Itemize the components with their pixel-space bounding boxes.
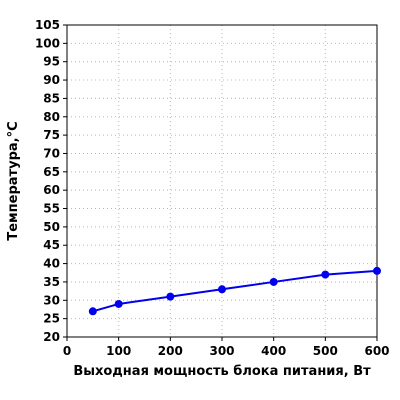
y-tick-label: 65 <box>43 165 60 179</box>
y-tick-label: 20 <box>43 330 60 344</box>
y-tick-label: 25 <box>43 312 60 326</box>
data-point <box>114 299 123 308</box>
y-axis-title: Температура,°C <box>6 121 21 240</box>
y-tick-label: 100 <box>35 36 60 50</box>
y-tick-label: 105 <box>35 18 60 32</box>
y-tick-label: 40 <box>43 257 60 271</box>
y-tick-label: 80 <box>43 110 60 124</box>
y-tick-label: 95 <box>43 55 60 69</box>
y-tick-label: 50 <box>43 220 60 234</box>
x-tick-label: 500 <box>313 344 338 358</box>
y-tick-label: 75 <box>43 128 60 142</box>
y-tick-label: 30 <box>43 293 60 307</box>
data-point <box>218 285 226 294</box>
series-line <box>92 269 378 313</box>
x-tick-label: 0 <box>63 344 71 358</box>
x-tick-label: 200 <box>158 344 183 358</box>
x-tick-label: 100 <box>106 344 131 358</box>
x-tick-label: 600 <box>364 344 389 358</box>
y-tick-label: 90 <box>43 73 60 87</box>
y-tick-label: 70 <box>43 146 60 160</box>
data-point <box>321 270 330 279</box>
x-tick-label: 300 <box>209 344 234 358</box>
data-point <box>269 277 278 286</box>
data-point <box>166 292 175 301</box>
y-tick-label: 85 <box>43 91 60 105</box>
x-ticks: 0 100 200 300 400 500 600 <box>63 337 390 358</box>
x-axis-title: Выходная мощность блока питания, Вт <box>73 364 371 379</box>
data-point <box>373 266 381 275</box>
y-ticks: 20 25 30 35 40 45 50 55 60 65 70 75 80 85 90 95 100 105 <box>35 18 67 344</box>
x-tick-label: 400 <box>261 344 286 358</box>
y-tick-label: 60 <box>43 183 60 197</box>
y-tick-label: 55 <box>43 202 60 216</box>
data-point <box>88 307 97 316</box>
y-tick-label: 35 <box>43 275 60 289</box>
series <box>88 266 381 316</box>
y-tick-label: 45 <box>43 238 60 252</box>
